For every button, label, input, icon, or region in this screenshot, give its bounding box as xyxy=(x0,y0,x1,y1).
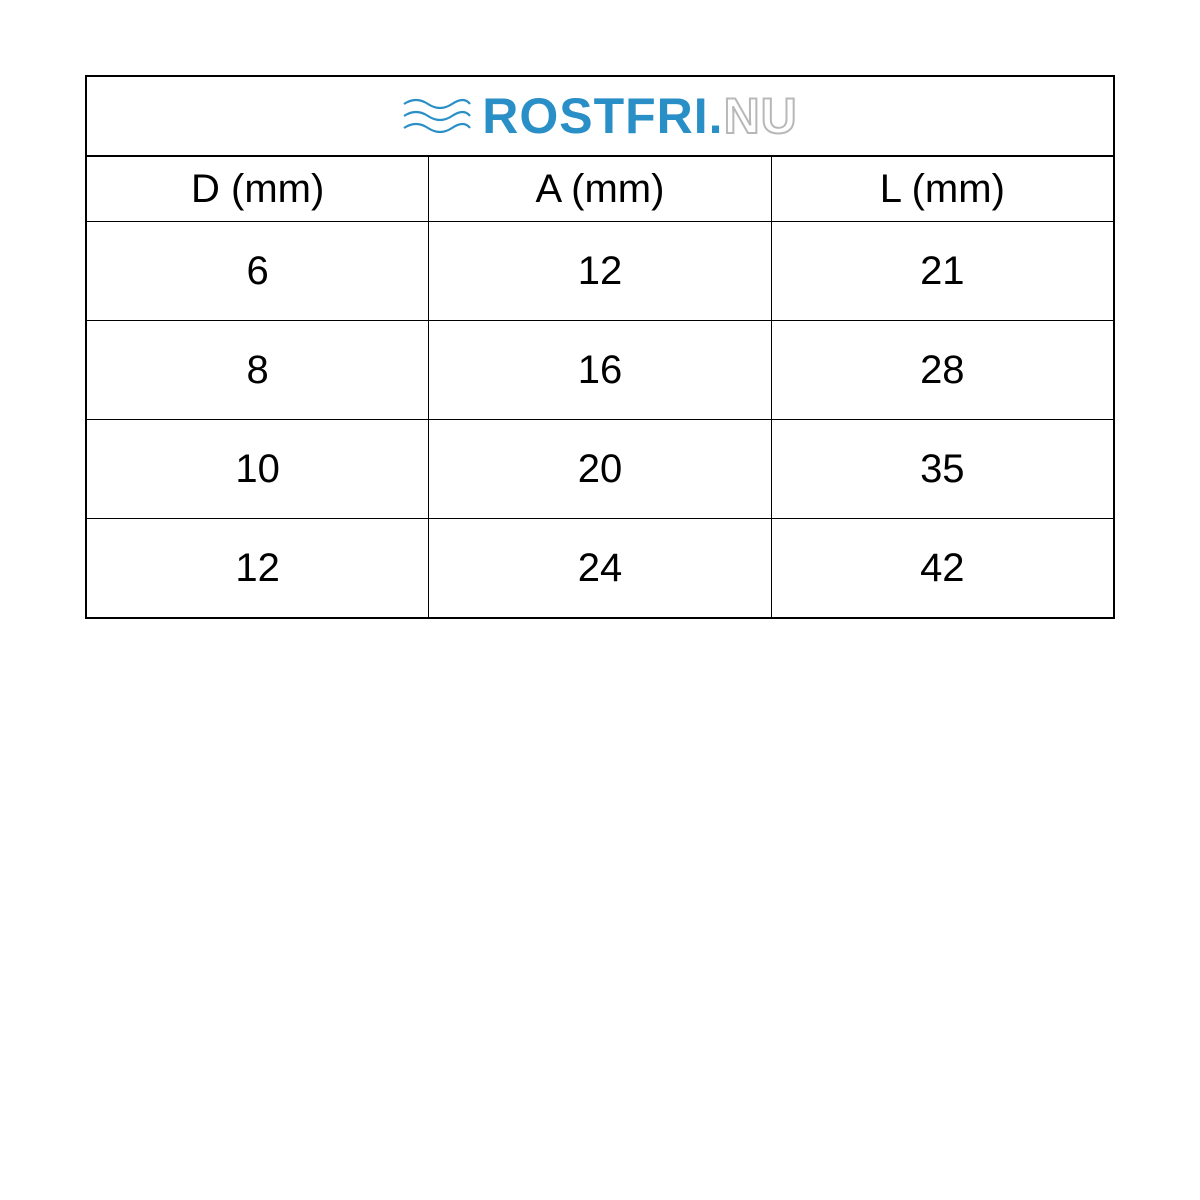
col-header-d: D (mm) xyxy=(87,157,429,221)
col-header-a: A (mm) xyxy=(429,157,771,221)
cell-l: 35 xyxy=(772,420,1113,518)
table-row: 6 12 21 xyxy=(87,222,1113,321)
cell-l: 21 xyxy=(772,222,1113,320)
table-header-row: D (mm) A (mm) L (mm) xyxy=(87,157,1113,222)
brand-text: ROSTFRI . NU xyxy=(482,87,798,145)
cell-a: 12 xyxy=(429,222,771,320)
brand-dot: . xyxy=(709,87,724,145)
page: ROSTFRI . NU D (mm) A (mm) L (mm) 6 12 2… xyxy=(0,0,1200,1200)
brand-main: ROSTFRI xyxy=(482,87,708,145)
cell-d: 8 xyxy=(87,321,429,419)
cell-a: 20 xyxy=(429,420,771,518)
brand-logo: ROSTFRI . NU xyxy=(402,87,798,145)
cell-d: 12 xyxy=(87,519,429,617)
table-row: 10 20 35 xyxy=(87,420,1113,519)
logo-row: ROSTFRI . NU xyxy=(87,77,1113,157)
cell-a: 16 xyxy=(429,321,771,419)
cell-l: 28 xyxy=(772,321,1113,419)
cell-a: 24 xyxy=(429,519,771,617)
cell-l: 42 xyxy=(772,519,1113,617)
table-body: 6 12 21 8 16 28 10 20 35 12 24 42 xyxy=(87,222,1113,617)
table-row: 12 24 42 xyxy=(87,519,1113,617)
wave-icon xyxy=(402,94,472,138)
dimensions-table: ROSTFRI . NU D (mm) A (mm) L (mm) 6 12 2… xyxy=(85,75,1115,619)
cell-d: 6 xyxy=(87,222,429,320)
cell-d: 10 xyxy=(87,420,429,518)
brand-suffix: NU xyxy=(724,87,798,145)
table-row: 8 16 28 xyxy=(87,321,1113,420)
col-header-l: L (mm) xyxy=(772,157,1113,221)
